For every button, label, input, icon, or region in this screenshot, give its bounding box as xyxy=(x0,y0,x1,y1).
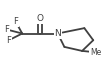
Text: Me: Me xyxy=(90,48,101,57)
Text: N: N xyxy=(54,29,61,38)
Text: F: F xyxy=(13,17,18,26)
Text: F: F xyxy=(4,25,9,34)
Text: F: F xyxy=(6,36,11,45)
Text: O: O xyxy=(36,14,44,23)
